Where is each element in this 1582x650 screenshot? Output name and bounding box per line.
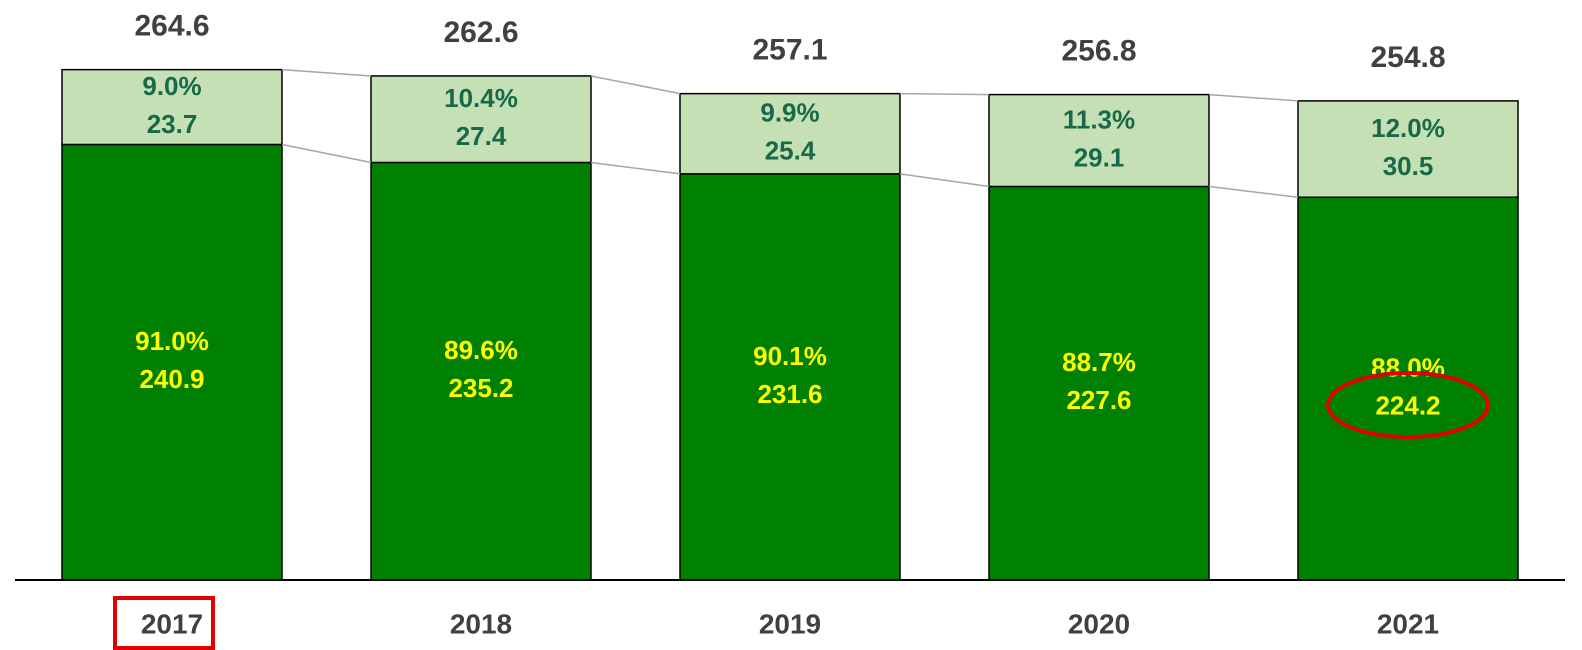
connector-line: [1208, 93, 1299, 102]
value-label: 227.6: [1066, 385, 1131, 415]
value-label: 27.4: [456, 121, 507, 151]
bar-segment: [988, 93, 1210, 188]
connector-line: [899, 92, 990, 96]
share-label: 9.9%: [760, 98, 819, 128]
share-label: 11.3%: [1063, 104, 1135, 134]
value-label: 29.1: [1074, 142, 1125, 172]
total-label: 254.8: [1370, 41, 1445, 74]
value-label: 30.5: [1383, 151, 1434, 181]
value-label: 231.6: [757, 379, 822, 409]
total-label: 256.8: [1061, 35, 1136, 68]
value-label: 235.2: [448, 373, 513, 403]
connector-line: [899, 173, 990, 188]
x-tick-label: 2020: [1068, 608, 1130, 639]
bar-segment: [370, 75, 592, 164]
value-label: 23.7: [147, 109, 198, 139]
highlight-ellipse: [1326, 371, 1490, 439]
total-label: 262.6: [443, 16, 518, 49]
share-label: 12.0%: [1371, 113, 1445, 143]
share-label: 90.1%: [753, 341, 827, 371]
share-label: 89.6%: [444, 335, 518, 365]
x-tick-label: 2019: [759, 608, 821, 639]
share-label: 88.7%: [1062, 347, 1136, 377]
total-label: 264.6: [134, 10, 209, 43]
connector-line: [281, 68, 372, 77]
share-label: 88.0%: [1371, 352, 1445, 382]
highlight-box: [113, 596, 215, 650]
bar-segment: [988, 185, 1210, 581]
bar-segment: [1297, 100, 1519, 198]
bar-segment: [370, 161, 592, 581]
bar-segment: [61, 68, 283, 146]
share-label: 91.0%: [135, 326, 209, 356]
share-label: 9.0%: [142, 71, 201, 101]
connector-line: [1208, 185, 1299, 198]
value-label: 240.9: [139, 364, 204, 394]
bar-segment: [679, 173, 901, 581]
bar-segment: [61, 143, 283, 581]
connector-line: [590, 161, 681, 175]
value-label: 25.4: [765, 136, 816, 166]
total-label: 257.1: [752, 34, 827, 67]
x-tick-label: 2018: [450, 608, 512, 639]
x-tick-label: 2017: [141, 608, 203, 639]
connector-line: [590, 75, 681, 95]
connector-line: [281, 143, 372, 164]
x-tick-label: 2021: [1377, 608, 1439, 639]
share-label: 10.4%: [444, 83, 518, 113]
bar-segment: [1297, 196, 1519, 581]
bar-segment: [679, 92, 901, 175]
value-label: 224.2: [1375, 390, 1440, 420]
